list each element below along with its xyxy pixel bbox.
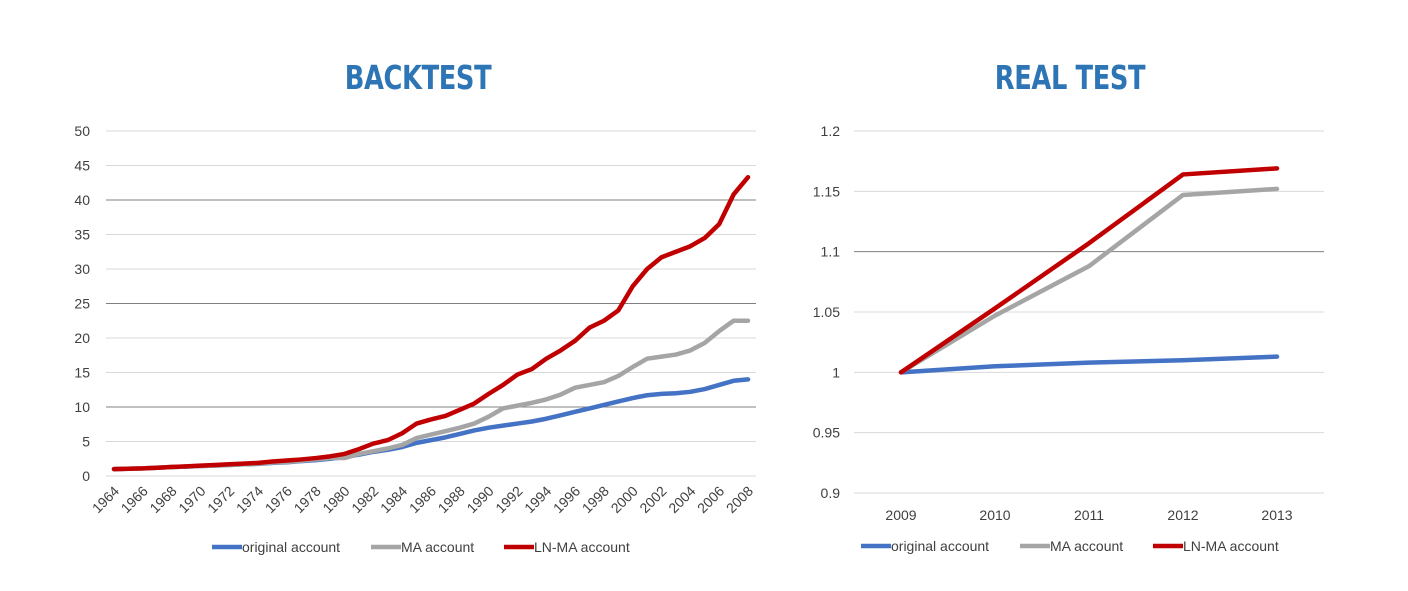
backtest-y-tick-label: 20 xyxy=(74,330,90,346)
backtest-x-tick-label: 1984 xyxy=(377,483,410,516)
realtest-series-lnma-account xyxy=(898,166,1280,375)
realtest-legend-label-ma-account: MA account xyxy=(1050,538,1123,554)
backtest-series-original-account xyxy=(111,377,751,472)
backtest-y-tick-label: 40 xyxy=(74,192,90,208)
backtest-x-tick-label: 1996 xyxy=(550,483,583,516)
backtest-x-tick-label: 2006 xyxy=(694,483,727,516)
backtest-legend-label-lnma-account: LN-MA account xyxy=(534,539,630,555)
backtest-y-tick-label: 30 xyxy=(74,261,90,277)
backtest-y-tick-label: 10 xyxy=(74,399,90,415)
realtest-x-tick-label: 2009 xyxy=(885,507,916,523)
backtest-y-tick-label: 35 xyxy=(74,227,90,243)
realtest-y-tick-label: 1 xyxy=(832,364,840,380)
realtest-x-tick-label: 2011 xyxy=(1074,507,1104,523)
backtest-x-tick-label: 1992 xyxy=(492,483,525,516)
realtest-y-tick-label: 1.1 xyxy=(821,244,841,260)
backtest-x-tick-label: 2002 xyxy=(636,483,669,516)
backtest-x-tick-label: 1974 xyxy=(233,483,266,516)
backtest-chart: 0 5 10 15 20 25 30 35 40 45 50 19641966196819701972… xyxy=(74,123,756,555)
backtest-x-tick-label: 1972 xyxy=(204,483,237,516)
realtest-x-tick-label: 2012 xyxy=(1167,507,1198,523)
backtest-y-tick-label: 5 xyxy=(82,434,90,450)
backtest-x-tick-label: 1970 xyxy=(175,483,208,516)
backtest-y-tick-label: 45 xyxy=(74,158,90,174)
realtest-title: REAL TEST xyxy=(994,58,1146,97)
backtest-x-tick-label: 1994 xyxy=(521,483,554,516)
realtest-chart: 0.9 0.95 1 1.05 1.1 1.15 1.2 2009 2010 2011 2012 20… xyxy=(813,123,1324,554)
backtest-y-tick-label: 0 xyxy=(82,468,90,484)
backtest-series-lnma-account xyxy=(111,174,751,472)
backtest-x-tick-label: 1986 xyxy=(406,483,439,516)
backtest-x-tick-label: 1968 xyxy=(146,483,179,516)
backtest-x-tick-label: 1976 xyxy=(262,483,295,516)
backtest-legend-label-ma-account: MA account xyxy=(401,539,474,555)
realtest-y-tick-label: 1.2 xyxy=(821,123,841,139)
backtest-x-tick-label: 1988 xyxy=(435,483,468,516)
backtest-x-tick-label: 1982 xyxy=(348,483,381,516)
backtest-x-tick-label: 1980 xyxy=(319,483,352,516)
backtest-y-tick-label: 15 xyxy=(74,365,90,381)
backtest-legend-label-original-account: original account xyxy=(242,539,340,555)
realtest-series-original-account xyxy=(898,354,1280,375)
backtest-x-tick-label: 1998 xyxy=(579,483,612,516)
backtest-x-tick-label: 2008 xyxy=(723,483,756,516)
realtest-y-tick-label: 0.95 xyxy=(813,425,840,441)
realtest-legend-label-lnma-account: LN-MA account xyxy=(1183,538,1279,554)
realtest-x-tick-label: 2010 xyxy=(979,507,1010,523)
realtest-y-tick-label: 0.9 xyxy=(821,485,841,501)
realtest-y-tick-label: 1.05 xyxy=(813,304,840,320)
backtest-x-tick-label: 2000 xyxy=(608,483,641,516)
backtest-title: BACKTEST xyxy=(344,58,492,97)
backtest-x-tick-label: 1978 xyxy=(291,483,324,516)
backtest-y-tick-label: 25 xyxy=(74,296,90,312)
backtest-y-tick-label: 50 xyxy=(74,123,90,139)
backtest-x-tick-label: 2004 xyxy=(665,483,698,516)
realtest-series-ma-account xyxy=(898,186,1280,375)
realtest-y-tick-label: 1.15 xyxy=(813,183,840,199)
backtest-x-tick-label: 1966 xyxy=(118,483,151,516)
backtest-x-tick-label: 1964 xyxy=(89,483,122,516)
realtest-legend-label-original-account: original account xyxy=(891,538,989,554)
backtest-x-tick-label: 1990 xyxy=(463,483,496,516)
realtest-x-tick-label: 2013 xyxy=(1261,507,1292,523)
